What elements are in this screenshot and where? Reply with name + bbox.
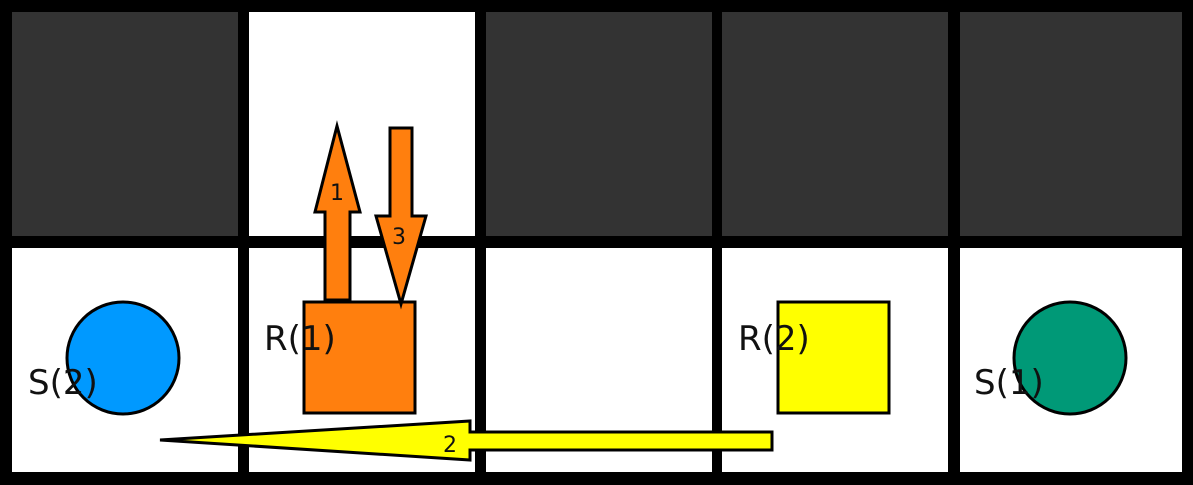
station-1-circle: [1012, 300, 1128, 416]
station-2-label: S(2): [28, 363, 98, 403]
move-arrows: 1 2 3: [159, 120, 774, 462]
floor-cell: [249, 12, 475, 236]
robot-2-square: [776, 300, 891, 415]
station-2-circle: [65, 300, 181, 416]
move-3-arrow-down: [374, 126, 428, 310]
wall-cell: [486, 12, 712, 236]
move-3-step-number: 3: [392, 225, 406, 250]
robot-1-square: [302, 300, 417, 415]
wall-cell: [722, 12, 948, 236]
move-2-arrow-left: [159, 419, 774, 462]
stations: S(2) S(1): [28, 300, 1128, 416]
station-1-label: S(1): [974, 363, 1044, 403]
robots: R(1) R(2): [264, 300, 891, 415]
wall-cell: [12, 12, 238, 236]
wall-cell: [960, 12, 1182, 236]
move-1-step-number: 1: [330, 181, 344, 206]
robot-1-label: R(1): [264, 319, 336, 359]
move-1-arrow-up: [313, 120, 362, 302]
robot-2-label: R(2): [738, 319, 810, 359]
move-2-step-number: 2: [443, 433, 457, 458]
